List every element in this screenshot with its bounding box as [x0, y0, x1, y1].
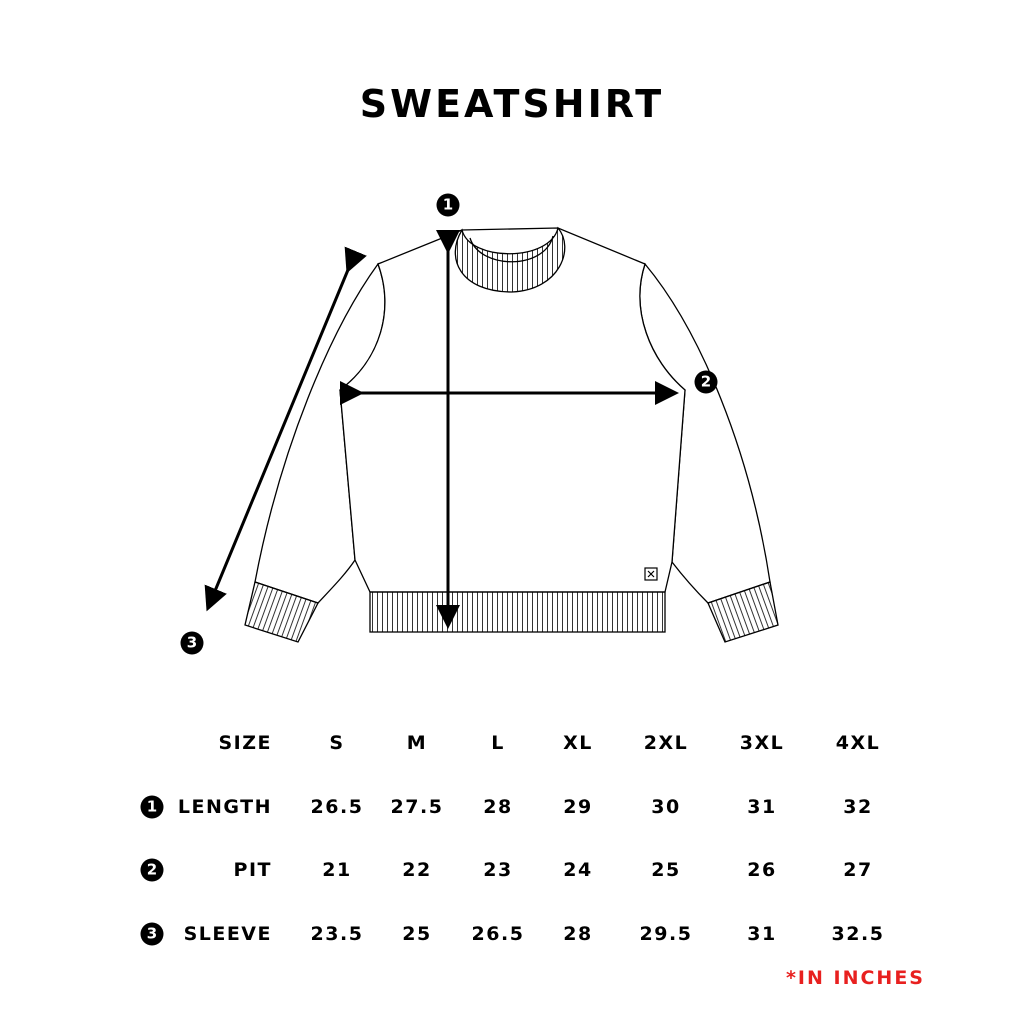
row-label: PIT [233, 859, 272, 881]
size-header: 4XL [835, 732, 881, 754]
table-cell: 28 [483, 796, 513, 818]
table-cell: 24 [563, 859, 593, 881]
row-marker-badge: 3 [140, 922, 164, 946]
row-marker-badge: 2 [140, 858, 164, 882]
table-cell: 29 [563, 796, 593, 818]
table-cell: 26.5 [310, 796, 364, 818]
size-header: M [406, 732, 428, 754]
page-title: SWEATSHIRT [359, 82, 665, 126]
row-label: LENGTH [177, 796, 272, 818]
table-cell: 25 [651, 859, 681, 881]
table-cell: 31 [747, 923, 777, 945]
size-header-label: SIZE [218, 732, 272, 754]
table-cell: 23.5 [310, 923, 364, 945]
table-cell: 32 [843, 796, 873, 818]
size-header: S [329, 732, 345, 754]
table-cell: 26.5 [471, 923, 525, 945]
marker-3-badge: 3 [180, 631, 204, 655]
sleeve-arrow [204, 246, 367, 612]
table-cell: 30 [651, 796, 681, 818]
table-cell: 29.5 [639, 923, 693, 945]
size-header: XL [563, 732, 593, 754]
table-cell: 26 [747, 859, 777, 881]
units-note: *IN INCHES [785, 967, 925, 989]
size-header: L [491, 732, 505, 754]
sweatshirt-diagram [204, 226, 779, 643]
marker-1-badge: 1 [436, 193, 460, 217]
logo-tag-icon [644, 567, 658, 581]
table-cell: 21 [322, 859, 352, 881]
table-cell: 27.5 [390, 796, 444, 818]
table-cell: 27 [843, 859, 873, 881]
size-header: 2XL [643, 732, 689, 754]
table-cell: 25 [402, 923, 432, 945]
marker-2-badge: 2 [694, 370, 718, 394]
table-cell: 32.5 [831, 923, 885, 945]
row-marker-badge: 1 [140, 795, 164, 819]
sweatshirt-outline [244, 226, 779, 643]
table-cell: 23 [483, 859, 513, 881]
table-cell: 28 [563, 923, 593, 945]
row-label: SLEEVE [183, 923, 272, 945]
table-cell: 22 [402, 859, 432, 881]
table-cell: 31 [747, 796, 777, 818]
size-header: 3XL [739, 732, 785, 754]
